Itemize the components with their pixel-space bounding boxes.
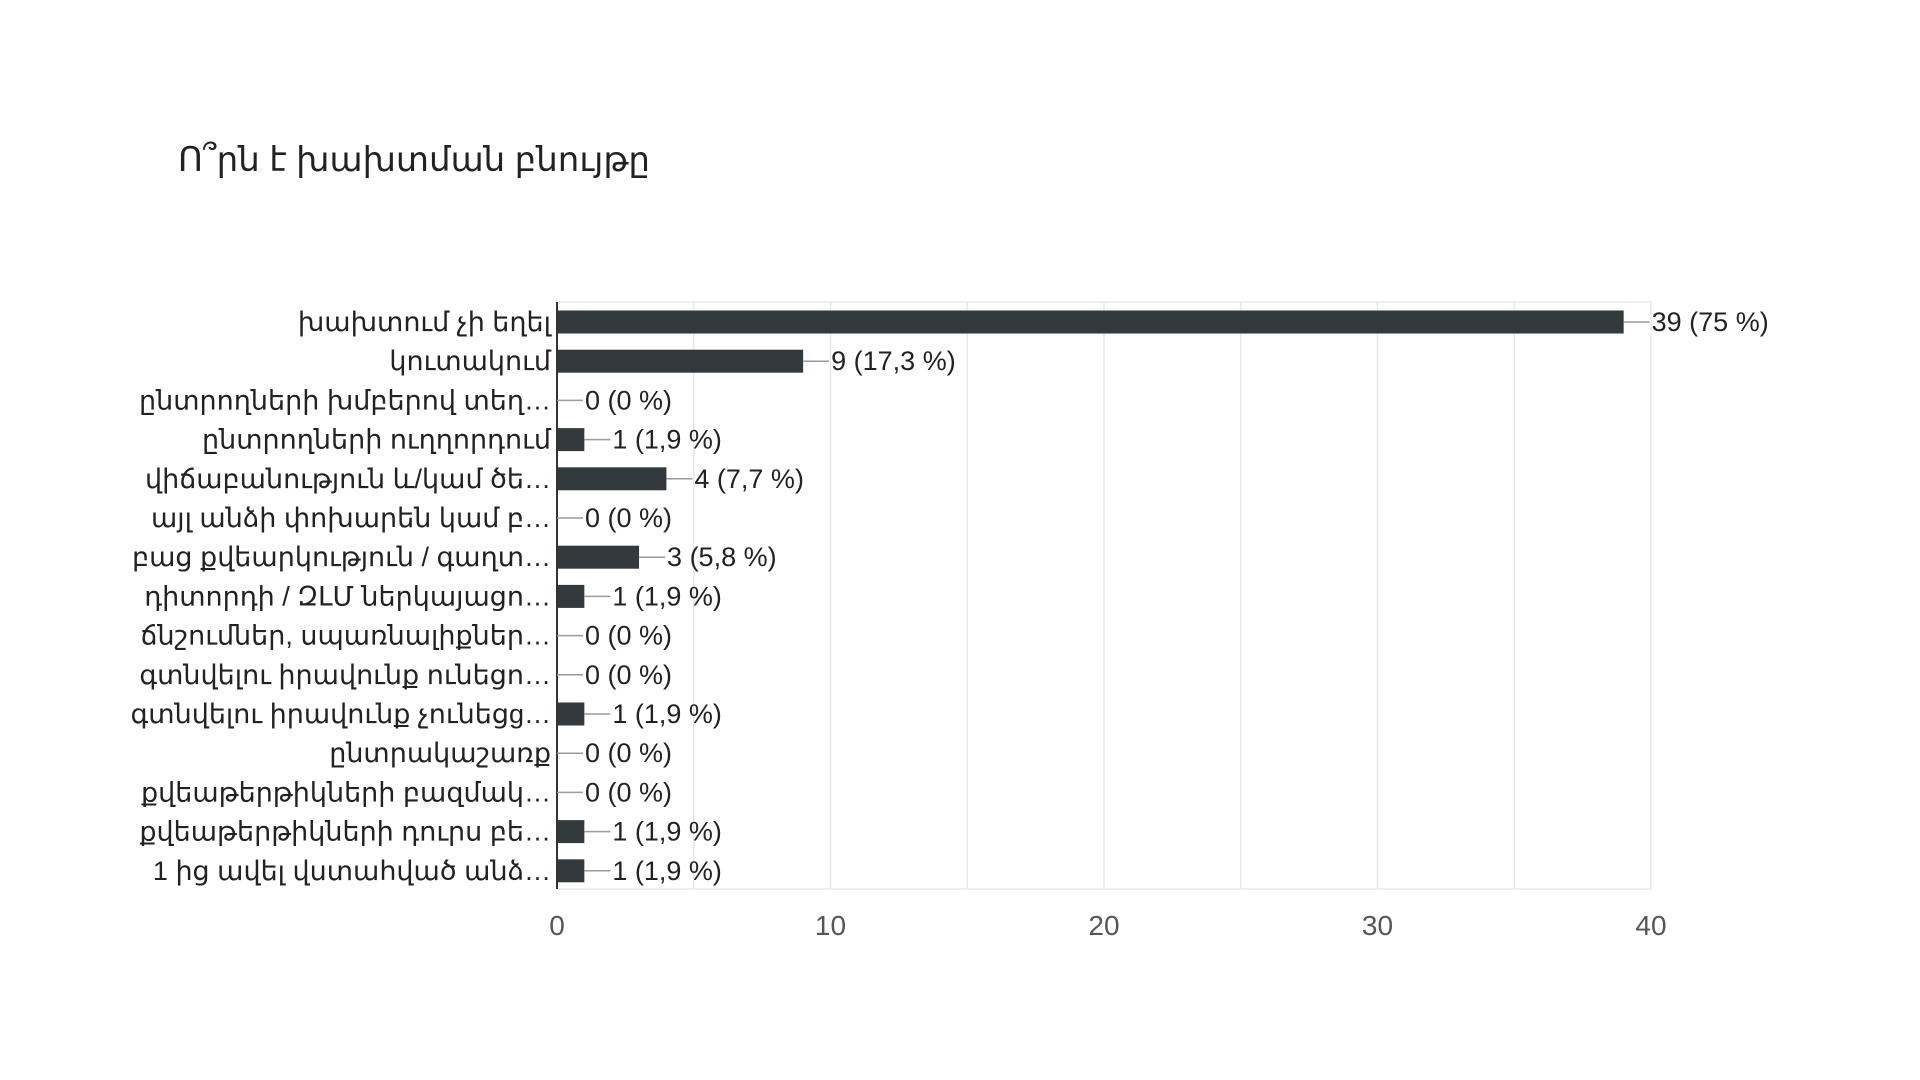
bar xyxy=(557,584,585,608)
gridlines xyxy=(557,301,1652,890)
data-label: 0 (0 %) xyxy=(585,503,672,533)
category-label: գտնվելու իրավունք ունեցո… xyxy=(139,660,551,690)
category-label: դիտորդի / ԶԼՄ ներկայացո… xyxy=(144,581,551,611)
category-label: այլ անձի փոխարեն կամ բ… xyxy=(151,503,551,533)
data-label: 1 (1,9 %) xyxy=(612,699,722,729)
category-label: ընտրողների խմբերով տեղ… xyxy=(139,385,551,415)
category-label: 1 ից ավել վստահված անձ… xyxy=(153,856,551,886)
x-tick-label: 30 xyxy=(1362,910,1393,941)
bar xyxy=(557,467,667,491)
bar xyxy=(557,545,640,569)
bar xyxy=(557,702,585,726)
x-tick-label: 20 xyxy=(1088,910,1119,941)
category-label: քվեաթերթիկների բազմակ… xyxy=(141,777,551,807)
bars xyxy=(557,310,1624,883)
x-tick-label: 10 xyxy=(815,910,846,941)
data-label: 0 (0 %) xyxy=(585,738,672,768)
data-label: 0 (0 %) xyxy=(585,385,672,415)
bar xyxy=(557,349,804,373)
data-label: 3 (5,8 %) xyxy=(667,542,777,572)
category-label: բաց քվեարկություն / գաղտ… xyxy=(132,542,551,572)
category-label: գտնվելու իրավունք չունեցg… xyxy=(131,699,551,729)
bar xyxy=(557,859,585,883)
bar xyxy=(557,310,1624,334)
data-label: 1 (1,9 %) xyxy=(612,425,722,455)
bar xyxy=(557,428,585,452)
category-label: խախտում չի եղել xyxy=(298,307,553,337)
chart-title: Ո՞րն է խախտման բնույթը xyxy=(178,141,650,179)
bar xyxy=(557,820,585,844)
data-label: 0 (0 %) xyxy=(585,777,672,807)
data-label: 4 (7,7 %) xyxy=(694,464,804,494)
data-label: 9 (17,3 %) xyxy=(831,346,956,376)
data-label: 1 (1,9 %) xyxy=(612,856,722,886)
x-tick-label: 0 xyxy=(549,910,565,941)
category-label: քվեաթերթիկների դուրս բե… xyxy=(139,817,551,847)
category-label: կուտակում xyxy=(389,346,552,376)
data-label: 0 (0 %) xyxy=(585,621,672,651)
category-label: ընտրողների ուղղորդում xyxy=(202,425,552,455)
x-tick-label: 40 xyxy=(1635,910,1666,941)
category-label: ճնշումներ, սպառնալիքներ… xyxy=(141,621,551,651)
category-label: ընտրակաշառք xyxy=(329,738,551,768)
labels: 39 (75 %) խախտում չի եղել 9 (17,3 %) կուտակ… xyxy=(131,307,1769,886)
data-label: 1 (1,9 %) xyxy=(612,581,722,611)
category-label: վիճաբանություն և/կամ ծե… xyxy=(145,464,551,494)
data-label: 39 (75 %) xyxy=(1652,307,1769,337)
axes: 0 10 20 30 40 xyxy=(549,302,1667,941)
data-label: 0 (0 %) xyxy=(585,660,672,690)
data-label: 1 (1,9 %) xyxy=(612,817,722,847)
